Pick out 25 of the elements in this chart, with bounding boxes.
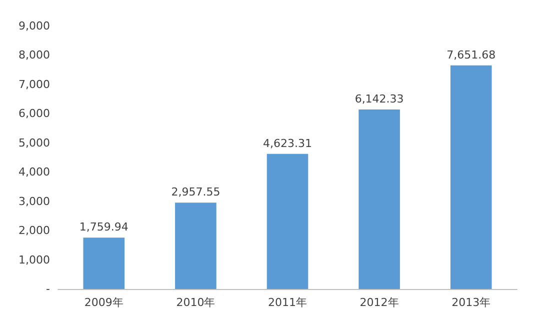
bar (450, 65, 492, 289)
x-tick-label: 2009年 (84, 296, 124, 309)
y-tick-label: 9,000 (18, 20, 50, 32)
x-tick-label: 2012年 (360, 296, 399, 309)
y-tick-label: 1,000 (18, 253, 50, 266)
y-tick-label: 6,000 (18, 107, 50, 120)
y-tick-label: 2,000 (18, 224, 50, 238)
data-label: 7,651.68 (446, 48, 496, 62)
x-tick-label: 2013年 (452, 296, 491, 309)
x-tick-label: 2010年 (176, 296, 216, 309)
y-tick-label: 3,000 (18, 194, 50, 208)
y-tick-label: 7,000 (18, 78, 50, 91)
y-tick-label: 5,000 (18, 136, 50, 150)
bar (358, 110, 400, 289)
bar (266, 154, 308, 289)
bar (83, 238, 125, 289)
bar (175, 202, 216, 289)
y-tick-label: - (46, 282, 50, 296)
data-label: 4,623.31 (263, 136, 312, 150)
y-tick-label: 4,000 (18, 166, 50, 179)
x-tick-label: 2011年 (268, 296, 307, 309)
data-label: 1,759.94 (79, 220, 128, 234)
y-tick-label: 8,000 (18, 48, 50, 62)
data-label: 6,142.33 (354, 92, 404, 106)
data-label: 2,957.55 (171, 186, 220, 199)
